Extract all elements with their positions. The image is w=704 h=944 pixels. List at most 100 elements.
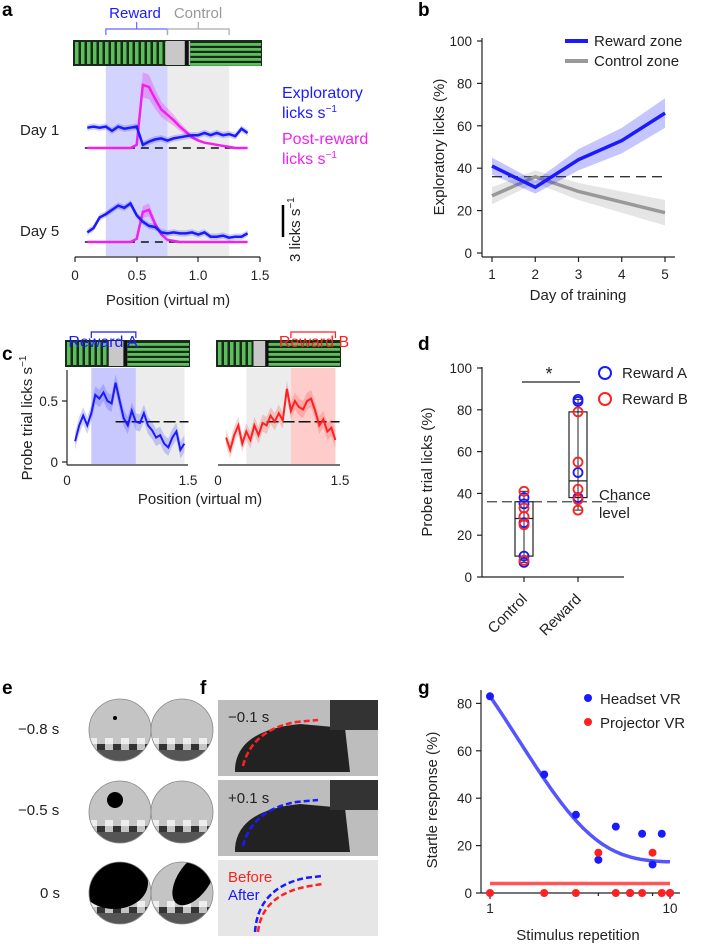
data-point-headset-vr — [540, 770, 549, 779]
day1-label: Day 1 — [20, 122, 59, 139]
track-vertical-stripe — [91, 342, 95, 365]
track-horizontal-stripe — [127, 348, 189, 351]
y-tick: 80 — [457, 403, 472, 418]
data-point-reward-b — [572, 406, 584, 418]
legend-reward-a: Reward A — [622, 365, 687, 382]
scale-bar-label: 3 licks s−1 — [286, 197, 304, 262]
checker-floor — [89, 738, 97, 744]
checker-floor — [113, 826, 121, 832]
y-axis-label: Probe trial licks s−1 — [18, 355, 36, 480]
y-tick: 100 — [449, 361, 472, 376]
y-tick: 0.5 — [39, 394, 58, 409]
checker-floor — [191, 826, 199, 832]
x-tick: 1 — [488, 267, 496, 282]
track-vertical-stripe — [135, 42, 139, 64]
track-vertical-stripe — [87, 42, 91, 64]
checker-floor — [97, 826, 105, 832]
exploratory-line — [86, 201, 249, 239]
floor — [89, 832, 151, 843]
track-hex-pattern — [253, 341, 269, 366]
data-point-reward-b — [518, 554, 530, 566]
track-black-bar — [123, 341, 128, 366]
x-axis-label: Position (virtual m) — [106, 292, 230, 309]
box — [568, 411, 588, 499]
track-vertical-stripe — [105, 42, 109, 64]
headset-mount — [330, 780, 378, 810]
video-frame — [218, 860, 378, 936]
track-horizontal-stripe — [268, 363, 340, 366]
checker-floor — [167, 901, 175, 907]
checker-floor — [183, 820, 191, 826]
checker-floor — [191, 744, 199, 750]
checker-floor — [151, 901, 159, 907]
time-label: −0.8 s — [18, 721, 59, 738]
y-tick: 0 — [50, 455, 58, 470]
vr-eye-view — [150, 780, 214, 844]
view-content — [151, 862, 213, 924]
headset-fit-curve — [488, 695, 671, 864]
data-point-projector-vr — [540, 889, 549, 897]
x-tick: 5 — [661, 267, 669, 282]
data-point-projector-vr — [648, 848, 657, 857]
reward-bracket — [290, 331, 337, 338]
checker-floor — [183, 738, 191, 744]
legend-reward-zone: Reward zone — [594, 33, 682, 50]
x-tick: 0 — [71, 268, 79, 283]
data-point-projector-vr — [486, 889, 494, 897]
vr-eye-view — [88, 698, 152, 762]
data-point-reward-a — [518, 492, 530, 503]
y-axis-label: Exploratory licks (%) — [431, 79, 448, 216]
checker-floor — [199, 901, 207, 907]
series-band — [492, 170, 665, 226]
data-point-headset-vr — [648, 860, 657, 869]
panel-label-f: f — [200, 678, 207, 699]
checker-floor — [167, 738, 175, 744]
x-tick: 1.5 — [331, 473, 350, 488]
track-horizontal-stripe — [190, 63, 261, 66]
track-vertical-stripe — [99, 42, 103, 64]
data-point-projector-vr — [626, 889, 635, 897]
post-reward-band — [87, 72, 248, 148]
exploratory-band — [87, 123, 248, 148]
data-point-reward-a — [518, 550, 530, 562]
panel-label-e: e — [2, 678, 13, 699]
checker-floor — [191, 907, 199, 913]
track-horizontal-stripe — [190, 53, 261, 56]
floor — [151, 913, 213, 924]
x-tick: 1.0 — [189, 268, 208, 283]
control-bracket — [166, 28, 230, 35]
checker-floor — [113, 744, 121, 750]
y-tick: 40 — [457, 161, 472, 176]
control-zone-shading — [167, 66, 230, 256]
floor — [151, 832, 213, 843]
floor — [89, 913, 151, 924]
checker-floor — [151, 738, 159, 744]
series-line-reward-zone — [491, 111, 666, 190]
track-vertical-stripe — [85, 342, 89, 365]
x-tick: 2 — [531, 267, 539, 282]
x-tick: 1 — [486, 901, 494, 916]
checker-floor — [137, 901, 145, 907]
track-horizontal-stripe — [127, 353, 189, 356]
y-axis-label: Startle response (%) — [424, 732, 441, 869]
day5-label: Day 5 — [20, 223, 59, 240]
panel-label-a: a — [2, 0, 13, 21]
checker-floor — [137, 738, 145, 744]
series-line-reward-b — [225, 388, 337, 454]
data-point-projector-vr — [611, 889, 620, 897]
data-point-headset-vr — [611, 822, 620, 831]
after-label: After — [228, 887, 260, 904]
exploratory-line — [87, 125, 249, 147]
track-vertical-stripe — [224, 342, 228, 365]
x-tick: Reward — [536, 591, 585, 640]
checker-floor — [159, 826, 167, 832]
x-tick: 0.5 — [128, 268, 147, 283]
data-point-reward-b — [572, 504, 584, 516]
reward-zone-shading — [91, 368, 136, 464]
data-point-projector-vr — [638, 889, 647, 897]
y-tick: 60 — [457, 119, 472, 134]
data-point-headset-vr — [657, 829, 666, 838]
panel-d: 0 20 40 60 80 100 * Chance level Control Rewar… — [419, 361, 688, 639]
panel-label-d: d — [418, 334, 430, 355]
